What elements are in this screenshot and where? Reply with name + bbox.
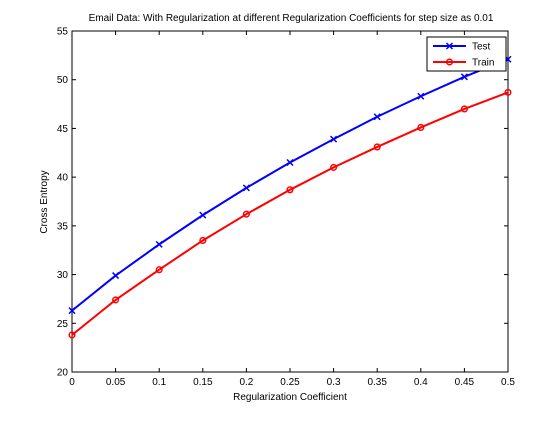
x-tick-label: 0.05 (106, 377, 126, 388)
train-data-point (460, 105, 468, 113)
y-axis-label: Cross Entropy (39, 170, 50, 233)
axis-ticks: 0 0.05 0.1 0.15 0.2 0.25 0.3 0.35 0.4 0.45 0.5 20 25… (57, 27, 516, 389)
train-data-point (286, 186, 294, 194)
x-tick-label: 0.4 (414, 377, 428, 388)
y-tick-label: 50 (57, 75, 69, 86)
test-data-point (242, 184, 250, 192)
test-data-point (155, 240, 163, 248)
test-data-point (417, 92, 425, 100)
train-series-line (71, 91, 509, 336)
x-tick-label: 0 (69, 377, 75, 388)
x-tick-label: 0.35 (367, 377, 387, 388)
legend-test-marker (445, 42, 454, 50)
x-tick-label: 0.25 (280, 377, 300, 388)
y-tick-label: 30 (57, 270, 69, 281)
train-data-point (68, 331, 76, 339)
y-tick-label: 35 (57, 221, 69, 232)
test-data-point (373, 113, 381, 121)
train-data-point (330, 163, 338, 171)
test-data-point (68, 307, 76, 315)
legend-test-label: Test (472, 42, 491, 53)
y-tick-label: 55 (57, 27, 69, 38)
train-data-point (417, 123, 425, 132)
legend-box (426, 36, 507, 72)
test-data-point (199, 211, 207, 219)
x-tick-label: 0.5 (501, 377, 515, 388)
legend-train-marker (445, 58, 454, 66)
test-data-point (286, 158, 294, 167)
test-data-point (330, 135, 338, 143)
y-tick-label: 40 (57, 173, 69, 184)
chart-title: Email Data: With Regularization at diffe… (89, 13, 494, 24)
x-tick-label: 0.2 (239, 377, 253, 388)
y-tick-label: 25 (57, 319, 69, 330)
series-markers (68, 55, 512, 339)
train-data-point (199, 236, 207, 245)
y-tick-label: 20 (57, 368, 69, 379)
legend: Test Train (426, 36, 507, 72)
y-tick-label: 45 (57, 124, 69, 135)
x-tick-label: 0.15 (193, 377, 213, 388)
test-data-point (112, 272, 120, 280)
train-data-point (242, 210, 250, 218)
legend-items: Test Train (433, 42, 494, 69)
train-data-point (373, 143, 381, 151)
x-tick-label: 0.1 (152, 377, 166, 388)
plot-area (71, 30, 509, 373)
x-tick-label: 0.3 (327, 377, 341, 388)
x-tick-label: 0.45 (455, 377, 475, 388)
x-axis-label: Regularization Coefficient (233, 392, 347, 403)
train-data-point (112, 296, 120, 304)
test-data-point (460, 73, 468, 81)
legend-train-label: Train (472, 58, 494, 69)
train-data-point (155, 266, 163, 274)
train-data-point (504, 88, 512, 96)
